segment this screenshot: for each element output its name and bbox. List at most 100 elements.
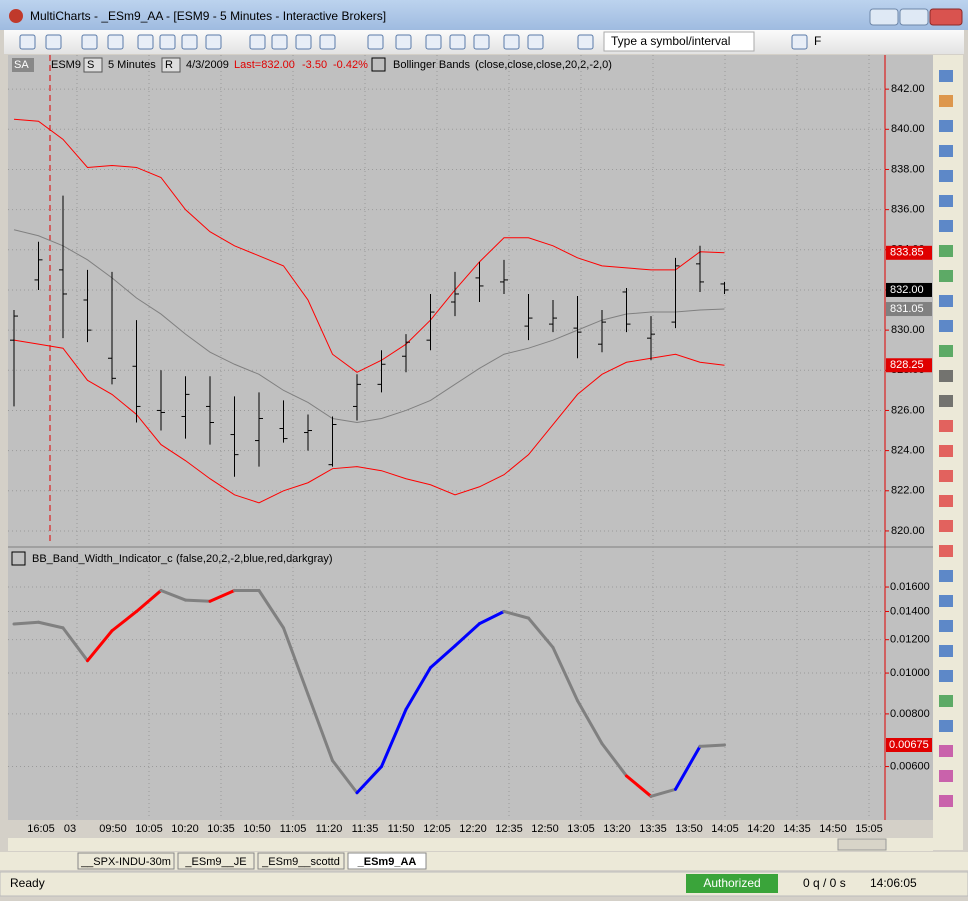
drawing-tool[interactable] xyxy=(939,395,953,407)
drawing-tool[interactable] xyxy=(939,120,953,132)
drawing-tool[interactable] xyxy=(939,445,953,457)
price-axis xyxy=(885,55,933,820)
drawing-tool[interactable] xyxy=(939,770,953,782)
maximize-button[interactable] xyxy=(899,8,929,26)
indicator-segment xyxy=(86,629,114,663)
tool-icon[interactable] xyxy=(45,34,62,50)
f-button[interactable]: F xyxy=(814,34,821,48)
indicator-segment xyxy=(576,699,604,746)
tool-icon[interactable] xyxy=(81,34,98,50)
drawing-tool[interactable] xyxy=(939,170,953,182)
tool-icon[interactable] xyxy=(449,34,466,50)
indicator-segment xyxy=(478,609,506,626)
minimize-button[interactable] xyxy=(869,8,899,26)
drawing-tool[interactable] xyxy=(939,245,953,257)
tool-icon[interactable] xyxy=(425,34,442,50)
window-title: MultiCharts - _ESm9_AA - [ESM9 - 5 Minut… xyxy=(30,9,386,23)
tool-icon[interactable] xyxy=(205,34,222,50)
tab-label[interactable]: __SPX-INDU-30m xyxy=(80,856,171,868)
indicator-close[interactable] xyxy=(11,551,26,566)
drawing-tool[interactable] xyxy=(939,745,953,757)
drawing-tool[interactable] xyxy=(939,95,953,107)
indicator-segment xyxy=(404,666,432,711)
tool-icon[interactable] xyxy=(249,34,266,50)
drawing-tool[interactable] xyxy=(939,795,953,807)
tab-label[interactable]: _ESm9__JE xyxy=(184,856,246,868)
auth-badge xyxy=(686,874,778,893)
workspace-tag xyxy=(12,58,34,72)
indicator-segment xyxy=(257,588,285,630)
x-tick-label: 10:50 xyxy=(243,823,271,835)
scrollbar[interactable] xyxy=(8,838,933,851)
s-button[interactable]: S xyxy=(87,59,94,71)
drawing-tool[interactable] xyxy=(939,495,953,507)
r-box[interactable] xyxy=(161,57,181,73)
indicator-segment xyxy=(649,787,677,798)
tab[interactable] xyxy=(347,852,427,870)
tool-icon[interactable] xyxy=(107,34,124,50)
tool-icon[interactable] xyxy=(295,34,312,50)
r-button[interactable]: R xyxy=(165,59,173,71)
close-button[interactable] xyxy=(929,8,963,26)
study-close[interactable] xyxy=(371,57,386,72)
drawing-tool[interactable] xyxy=(939,670,953,682)
indicator-segment xyxy=(37,620,65,630)
tab[interactable] xyxy=(257,852,345,870)
drawing-tool[interactable] xyxy=(939,270,953,282)
y-tick-label: 824.00 xyxy=(891,445,925,457)
drawing-tool[interactable] xyxy=(939,645,953,657)
drawing-tool[interactable] xyxy=(939,595,953,607)
drawing-tool[interactable] xyxy=(939,470,953,482)
tool-icon[interactable] xyxy=(791,34,808,50)
drawing-tool[interactable] xyxy=(939,570,953,582)
drawing-tool[interactable] xyxy=(939,295,953,307)
scroll-thumb[interactable] xyxy=(837,838,887,851)
indicator-segment xyxy=(600,742,628,778)
tool-icon[interactable] xyxy=(159,34,176,50)
x-tick-label: 15:05 xyxy=(855,823,883,835)
drawing-tool[interactable] xyxy=(939,70,953,82)
tool-icon[interactable] xyxy=(395,34,412,50)
indicator-segment xyxy=(159,588,187,602)
tool-icon[interactable] xyxy=(181,34,198,50)
drawing-tool[interactable] xyxy=(939,320,953,332)
symbol-box[interactable] xyxy=(603,31,755,52)
drawing-tool[interactable] xyxy=(939,345,953,357)
x-tick-label: 12:35 xyxy=(495,823,523,835)
tool-icon[interactable] xyxy=(137,34,154,50)
tool-icon[interactable] xyxy=(473,34,490,50)
drawing-tool[interactable] xyxy=(939,720,953,732)
tool-icon[interactable] xyxy=(577,34,594,50)
indicator-segment xyxy=(453,622,481,648)
drawing-tool[interactable] xyxy=(939,195,953,207)
drawing-tool[interactable] xyxy=(939,420,953,432)
x-tick-label: 09:50 xyxy=(99,823,127,835)
tool-icon[interactable] xyxy=(319,34,336,50)
drawing-tool[interactable] xyxy=(939,370,953,382)
tool-icon[interactable] xyxy=(527,34,544,50)
drawing-tool[interactable] xyxy=(939,220,953,232)
tool-icon[interactable] xyxy=(367,34,384,50)
s-box[interactable] xyxy=(83,57,103,73)
tool-icon[interactable] xyxy=(271,34,288,50)
status-clock: 14:06:05 xyxy=(870,876,917,890)
tab[interactable] xyxy=(177,852,255,870)
change-pct: -0.42% xyxy=(333,59,368,71)
y-tick-label: 822.00 xyxy=(891,485,925,497)
drawing-tool[interactable] xyxy=(939,695,953,707)
x-tick-label: 11:50 xyxy=(388,823,415,835)
indicator-segment xyxy=(429,644,457,670)
tab-label[interactable]: _ESm9__scottd xyxy=(261,856,340,868)
tab-label[interactable]: _ESm9_AA xyxy=(357,856,417,868)
indicator-segment xyxy=(12,620,40,626)
tool-icon[interactable] xyxy=(503,34,520,50)
drawing-tool[interactable] xyxy=(939,545,953,557)
drawing-tool[interactable] xyxy=(939,145,953,157)
tab[interactable] xyxy=(77,852,175,870)
symbol-placeholder: Type a symbol/interval xyxy=(611,34,730,48)
app-icon xyxy=(9,9,23,23)
drawing-tool[interactable] xyxy=(939,620,953,632)
drawing-tool[interactable] xyxy=(939,520,953,532)
indicator-segment xyxy=(61,626,89,663)
tool-icon[interactable] xyxy=(19,34,36,50)
